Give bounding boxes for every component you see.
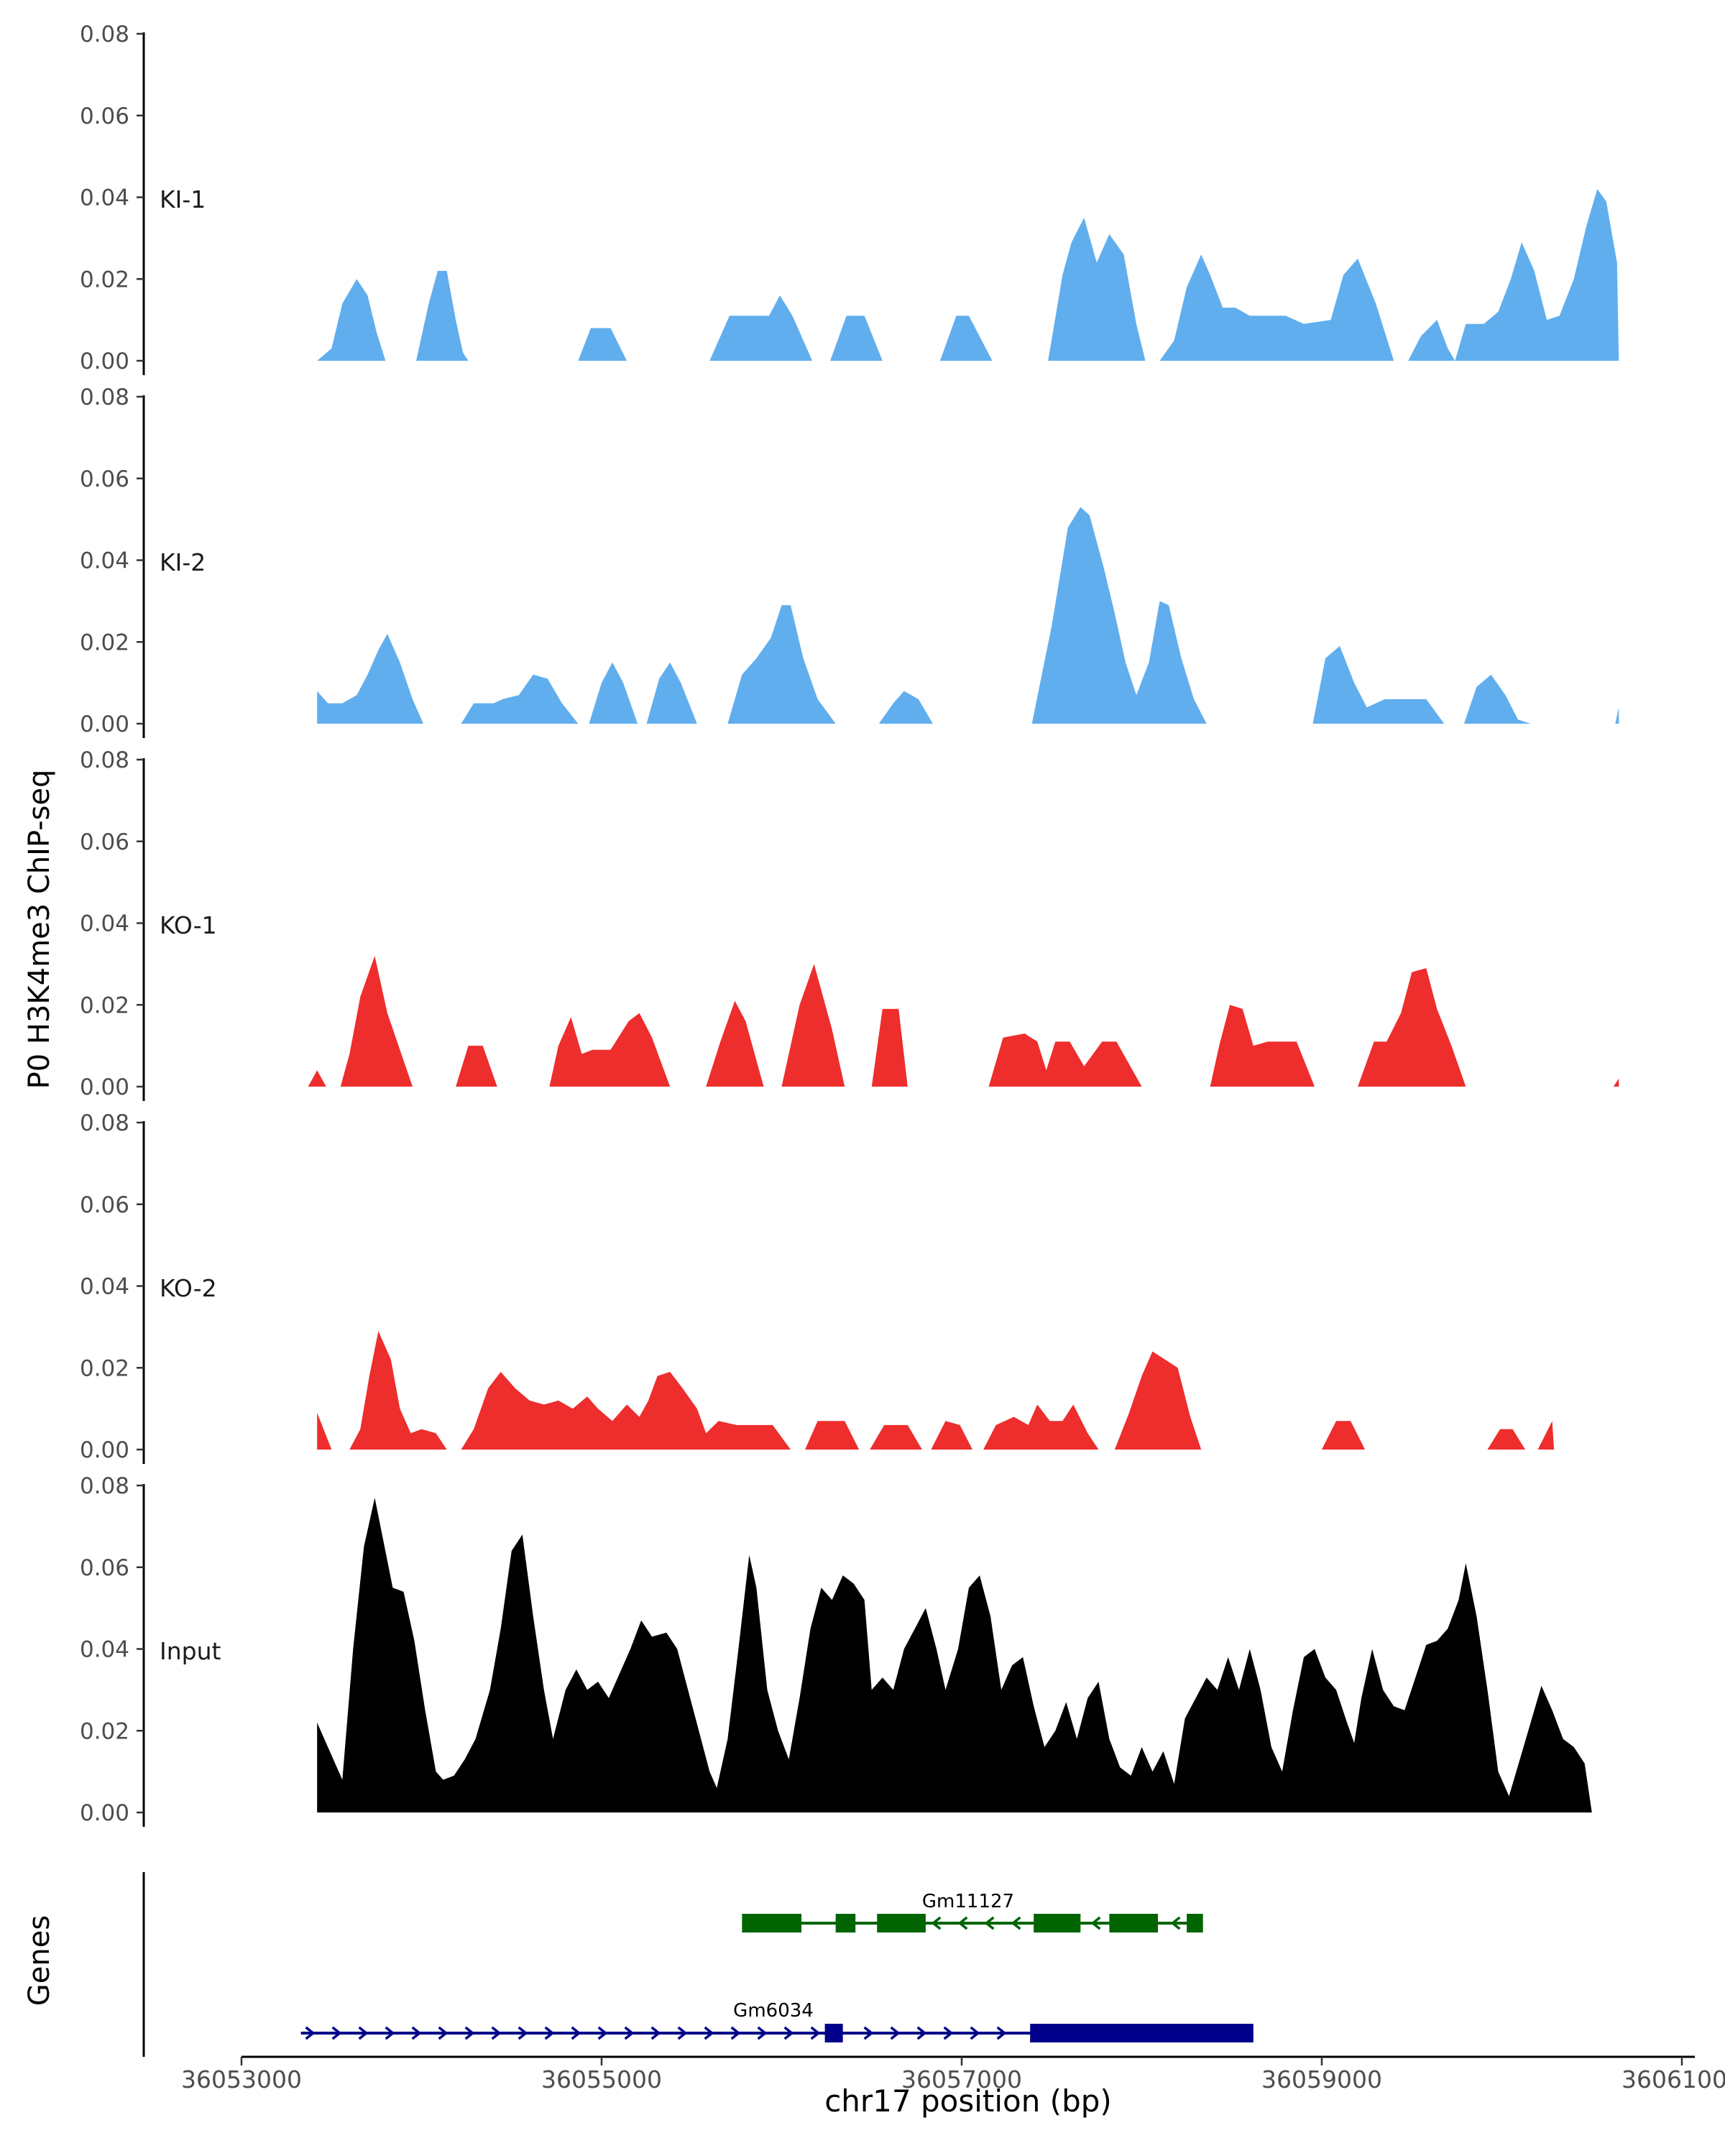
y-tick-label: 0.08	[80, 22, 129, 47]
y-tick-label: 0.08	[80, 384, 129, 410]
signal-area-ki-1	[317, 189, 1619, 361]
signal-area-ki-2	[317, 507, 1619, 724]
y-tick-label: 0.06	[80, 1555, 129, 1581]
strand-arrow	[650, 2026, 661, 2040]
strand-arrow	[624, 2026, 635, 2040]
x-tick-label: 36055000	[541, 2065, 662, 2093]
track-panel-input: 0.00 0.02 0.04 0.06 0.08 Input	[80, 1473, 1592, 1827]
y-tick-label: 0.00	[80, 1074, 129, 1100]
strand-arrow	[385, 2026, 395, 2040]
gene-exon	[824, 2024, 843, 2042]
y-tick-label: 0.08	[80, 1110, 129, 1136]
strand-arrow	[957, 1916, 968, 1930]
strand-arrow	[438, 2026, 448, 2040]
x-tick-label: 36059000	[1261, 2065, 1382, 2093]
track-panel-ko-2: 0.00 0.02 0.04 0.06 0.08 KO-2	[80, 1110, 1619, 1464]
strand-arrow	[544, 2026, 555, 2040]
strand-arrow	[518, 2026, 528, 2040]
strand-arrow	[916, 2026, 927, 2040]
y-tick-label: 0.04	[80, 185, 129, 211]
strand-arrow	[1090, 1916, 1101, 1930]
x-tick-label: 36057000	[901, 2065, 1022, 2093]
gene-label: Gm11127	[922, 1891, 1014, 1912]
genes-panel-title: Genes	[23, 1915, 56, 2006]
gene-exon	[835, 1914, 856, 1932]
strand-arrow	[730, 2026, 741, 2040]
tracks-group: 0.00 0.02 0.04 0.06 0.08 KI-1 0.00 0.02 0.04 0.06…	[80, 22, 1619, 1827]
y-tick-label: 0.06	[80, 103, 129, 129]
strand-arrow	[1170, 1916, 1181, 1930]
track-label-ki-1: KI-1	[160, 185, 206, 213]
strand-arrow	[677, 2026, 688, 2040]
y-tick-label: 0.02	[80, 630, 129, 655]
strand-arrow	[704, 2026, 714, 2040]
y-tick-label: 0.06	[80, 466, 129, 492]
strand-arrow	[810, 2026, 821, 2040]
y-tick-label: 0.00	[80, 349, 129, 374]
gene-exon	[877, 1914, 926, 1932]
gene-exon	[1109, 1914, 1159, 1932]
strand-arrow	[571, 2026, 581, 2040]
signal-area-input	[317, 1498, 1592, 1812]
track-panel-ko-1: 0.00 0.02 0.04 0.06 0.08 KO-1	[80, 747, 1619, 1101]
y-tick-label: 0.00	[80, 711, 129, 737]
x-tick-label: 36061000	[1622, 2065, 1725, 2093]
y-tick-label: 0.04	[80, 1637, 129, 1663]
y-tick-label: 0.06	[80, 829, 129, 855]
y-tick-label: 0.00	[80, 1437, 129, 1463]
y-tick-label: 0.08	[80, 747, 129, 773]
strand-arrow	[996, 2026, 1007, 2040]
track-panel-ki-2: 0.00 0.02 0.04 0.06 0.08 KI-2	[80, 384, 1619, 738]
strand-arrow	[331, 2026, 342, 2040]
genes-group: Gm11127 Gm6034	[142, 1872, 1254, 2057]
y-tick-label: 0.00	[80, 1800, 129, 1826]
y-tick-label: 0.08	[80, 1473, 129, 1499]
strand-arrow	[597, 2026, 608, 2040]
y-tick-label: 0.02	[80, 992, 129, 1018]
strand-arrow	[305, 2026, 316, 2040]
track-label-input: Input	[160, 1637, 221, 1665]
gene-exon	[1034, 1914, 1081, 1932]
gene-gm6034: Gm6034	[300, 2000, 1254, 2042]
track-label-ko-2: KO-2	[160, 1274, 217, 1302]
signal-area-ko-1	[308, 956, 1619, 1087]
y-axis-title: P0 H3K4me3 ChIP-seq	[23, 770, 56, 1089]
strand-arrow	[931, 1916, 942, 1930]
strand-arrow	[411, 2026, 422, 2040]
strand-arrow	[783, 2026, 794, 2040]
track-panel-ki-1: 0.00 0.02 0.04 0.06 0.08 KI-1	[80, 22, 1619, 375]
y-tick-label: 0.06	[80, 1192, 129, 1218]
track-label-ko-1: KO-1	[160, 911, 217, 939]
gene-exon	[1187, 1914, 1203, 1932]
strand-arrow	[1011, 1916, 1021, 1930]
strand-arrow	[890, 2026, 901, 2040]
strand-arrow	[464, 2026, 475, 2040]
strand-arrow	[984, 1916, 995, 1930]
strand-arrow	[358, 2026, 369, 2040]
strand-arrow	[491, 2026, 502, 2040]
y-tick-label: 0.02	[80, 1718, 129, 1744]
x-axis: 36053000 36055000 36057000 36059000 36061000	[181, 2055, 1725, 2093]
strand-arrow	[970, 2026, 980, 2040]
y-tick-label: 0.04	[80, 911, 129, 937]
y-tick-label: 0.04	[80, 548, 129, 574]
y-tick-label: 0.04	[80, 1274, 129, 1300]
gene-gm11127: Gm11127	[742, 1891, 1203, 1932]
y-tick-label: 0.02	[80, 267, 129, 292]
strand-arrow	[863, 2026, 874, 2040]
strand-arrow	[757, 2026, 768, 2040]
gene-exon	[1030, 2024, 1254, 2042]
x-tick-label: 36053000	[181, 2065, 302, 2093]
gene-label: Gm6034	[733, 2000, 814, 2022]
signal-area-ko-2	[317, 1331, 1619, 1450]
track-label-ki-2: KI-2	[160, 548, 206, 576]
y-tick-label: 0.02	[80, 1355, 129, 1381]
gene-exon	[742, 1914, 802, 1932]
x-axis-title: chr17 position (bp)	[824, 2083, 1112, 2119]
strand-arrow	[943, 2026, 954, 2040]
